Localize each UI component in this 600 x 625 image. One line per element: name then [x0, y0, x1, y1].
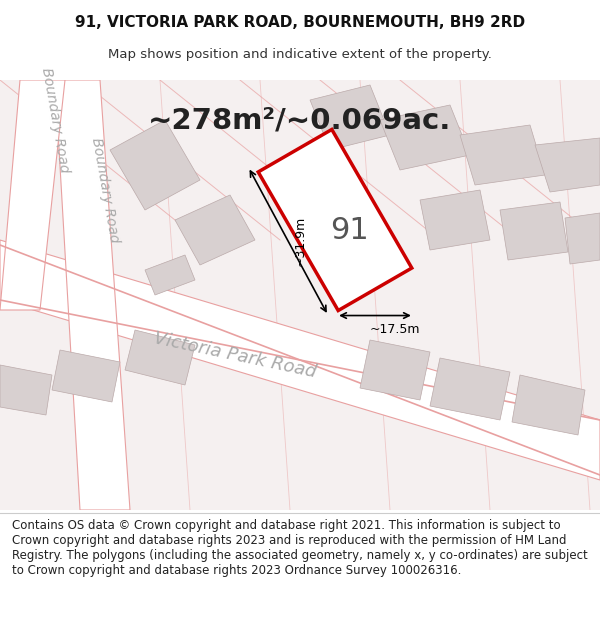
Polygon shape: [0, 240, 600, 480]
Text: Victoria Park Road: Victoria Park Road: [152, 329, 318, 381]
Polygon shape: [460, 125, 545, 185]
Text: ~17.5m: ~17.5m: [370, 323, 420, 336]
Text: 91, VICTORIA PARK ROAD, BOURNEMOUTH, BH9 2RD: 91, VICTORIA PARK ROAD, BOURNEMOUTH, BH9…: [75, 15, 525, 30]
Polygon shape: [0, 365, 52, 415]
Polygon shape: [55, 80, 130, 510]
Polygon shape: [420, 190, 490, 250]
Polygon shape: [0, 80, 65, 310]
Polygon shape: [145, 255, 195, 295]
Polygon shape: [380, 105, 470, 170]
Text: Contains OS data © Crown copyright and database right 2021. This information is : Contains OS data © Crown copyright and d…: [12, 519, 588, 578]
Polygon shape: [565, 213, 600, 264]
Polygon shape: [512, 375, 585, 435]
Polygon shape: [125, 330, 195, 385]
Text: Boundary Road: Boundary Road: [89, 136, 121, 244]
Text: ~31.9m: ~31.9m: [293, 216, 307, 266]
Polygon shape: [258, 129, 412, 311]
Text: Boundary Road: Boundary Road: [39, 66, 71, 174]
Polygon shape: [52, 350, 120, 402]
Text: 91: 91: [331, 216, 370, 244]
Polygon shape: [535, 138, 600, 192]
Polygon shape: [310, 85, 390, 150]
Polygon shape: [360, 340, 430, 400]
Text: Map shows position and indicative extent of the property.: Map shows position and indicative extent…: [108, 48, 492, 61]
Text: ~278m²/~0.069ac.: ~278m²/~0.069ac.: [148, 106, 452, 134]
Polygon shape: [430, 358, 510, 420]
Polygon shape: [175, 195, 255, 265]
Polygon shape: [110, 120, 200, 210]
Polygon shape: [500, 202, 568, 260]
